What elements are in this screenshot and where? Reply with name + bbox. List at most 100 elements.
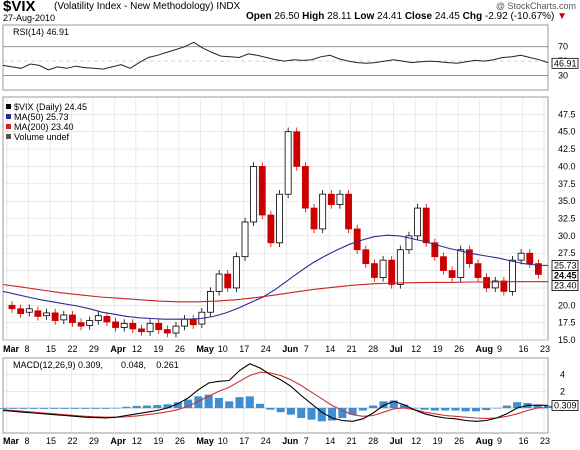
- candle-body: [422, 207, 430, 244]
- price-x-label: 21: [347, 344, 357, 354]
- price-x-label: 12: [132, 344, 142, 354]
- macd-hist-bar: [81, 408, 90, 409]
- price-x-label: 7: [304, 344, 309, 354]
- panel-frame: [2, 357, 549, 434]
- macd-line: [2, 363, 549, 422]
- candle-body: [189, 318, 197, 326]
- macd-x-label: 16: [519, 436, 529, 446]
- candle-body: [388, 259, 396, 285]
- macd-hist-bar: [276, 408, 285, 413]
- macd-x-label: 26: [454, 436, 464, 446]
- candle-body: [301, 166, 309, 209]
- rsi-tick-label: 70: [558, 42, 568, 52]
- price-tag: [551, 280, 579, 291]
- price-tick-label: 47.5: [558, 109, 576, 119]
- macd-hist-bar: [0, 408, 8, 409]
- high-label: High: [302, 11, 325, 22]
- price-x-label: 19: [433, 344, 443, 354]
- candle-body: [483, 277, 491, 289]
- price-tick-label: 40.0: [558, 161, 576, 171]
- candle-body: [94, 315, 102, 321]
- macd-x-label: 14: [325, 436, 335, 446]
- low-value: 24.41: [377, 11, 403, 22]
- candle-body: [155, 322, 163, 330]
- macd-hist-bar: [317, 408, 326, 422]
- macd-hist-bar: [328, 408, 337, 421]
- macd-hist-bar: [348, 408, 357, 415]
- macd-hist-bar: [70, 408, 80, 409]
- price-x-label: 26: [175, 344, 185, 354]
- price-tick-label: 32.5: [558, 214, 576, 224]
- close-value: 24.45: [434, 11, 460, 22]
- candle-body: [353, 228, 361, 251]
- price-tag-label: 24.45: [554, 271, 577, 281]
- legend-swatch: [6, 114, 11, 119]
- macd-hist-bar: [338, 408, 347, 418]
- candle-body: [474, 263, 482, 278]
- candle-body: [34, 310, 42, 317]
- candle-body: [103, 315, 111, 323]
- price-tick-label: 17.5: [558, 318, 576, 328]
- candle-body: [120, 322, 128, 328]
- chart-date: 27-Aug-2010: [3, 13, 56, 23]
- candle-body: [509, 259, 516, 292]
- macd-hist-bar: [50, 408, 59, 409]
- open-label: Open: [246, 11, 272, 22]
- macd-x-label: 22: [67, 436, 77, 446]
- macd-legend-item: MACD(12,26,9) 0.309,: [13, 360, 103, 370]
- candle-body: [336, 193, 344, 206]
- macd-x-label: 28: [368, 436, 378, 446]
- legend-swatch: [6, 124, 11, 129]
- macd-hist-bar: [471, 408, 481, 412]
- macd-hist-bar: [256, 403, 265, 408]
- rsi-tick-label: 30: [558, 71, 568, 81]
- macd-hist-bar: [389, 400, 398, 408]
- legend-swatch: [6, 134, 11, 139]
- rsi-value-tag: [551, 57, 579, 69]
- macd-hist-bar: [420, 408, 429, 410]
- price-legend-item: $VIX (Daily) 24.45: [14, 102, 87, 112]
- legend-swatch: [6, 104, 11, 109]
- macd-x-label: 7: [304, 436, 309, 446]
- macd-hist-bar: [358, 408, 367, 411]
- rsi-line: [2, 41, 549, 71]
- price-tick-label: 35.0: [558, 196, 576, 206]
- candle-body: [250, 166, 258, 223]
- chg-label: Chg: [462, 11, 483, 22]
- macd-signal-line: [2, 371, 549, 419]
- candle-body: [276, 193, 283, 244]
- macd-x-label: May: [196, 436, 214, 446]
- symbol-description: (Volatility Index - New Methodology) IND…: [54, 1, 240, 12]
- macd-x-label: Apr: [110, 436, 126, 446]
- price-x-label: Apr: [110, 344, 126, 354]
- price-x-label: Mar: [3, 344, 20, 354]
- candle-body: [215, 273, 223, 292]
- candle-body: [319, 193, 327, 230]
- macd-hist-bar: [142, 405, 151, 408]
- macd-x-label: 15: [46, 436, 56, 446]
- symbol-title: $VIX: [3, 0, 36, 15]
- macd-tick-label: 2: [560, 386, 565, 396]
- candle-body: [379, 259, 387, 278]
- macd-hist-bar: [513, 402, 522, 408]
- candle-body: [431, 242, 439, 258]
- candle-body: [396, 249, 404, 285]
- macd-hist-bar: [153, 405, 162, 408]
- candle-body: [414, 207, 422, 237]
- price-x-label: 22: [67, 344, 77, 354]
- candle-body: [129, 322, 137, 330]
- price-tag-label: 23.40: [554, 281, 577, 291]
- macd-x-label: 10: [218, 436, 228, 446]
- price-x-label: 26: [454, 344, 464, 354]
- low-label: Low: [354, 11, 375, 22]
- price-x-label: 16: [519, 344, 529, 354]
- price-legend-item: MA(200) 23.40: [14, 122, 74, 132]
- candle-body: [448, 270, 456, 278]
- macd-hist-bar: [214, 398, 223, 408]
- price-x-label: 8: [24, 344, 29, 354]
- chart-header: $VIX (Volatility Index - New Methodology…: [0, 0, 580, 24]
- candle-body: [526, 252, 534, 265]
- price-tick-label: 42.5: [558, 144, 576, 154]
- candle-body: [138, 328, 145, 333]
- macd-hist-bar: [194, 396, 203, 408]
